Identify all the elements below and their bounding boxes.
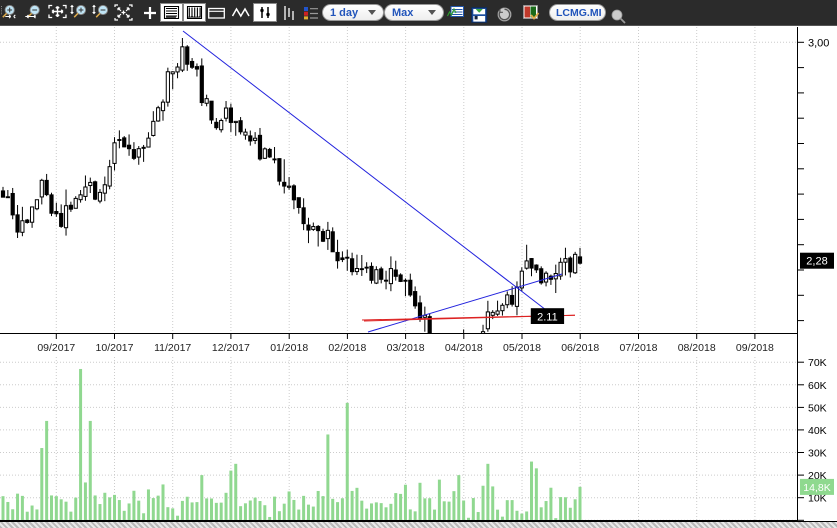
svg-text:08/2018: 08/2018 xyxy=(678,342,716,354)
svg-text:14,8K: 14,8K xyxy=(803,482,830,494)
svg-text:02/2018: 02/2018 xyxy=(328,342,366,354)
svg-text:05/2018: 05/2018 xyxy=(503,342,541,354)
svg-text:09/2017: 09/2017 xyxy=(37,342,75,354)
svg-text:03/2018: 03/2018 xyxy=(387,342,425,354)
svg-text:2.11: 2.11 xyxy=(537,312,558,324)
svg-text:11/2017: 11/2017 xyxy=(154,342,191,354)
svg-text:2,28: 2,28 xyxy=(806,256,827,268)
svg-text:06/2018: 06/2018 xyxy=(561,342,599,354)
svg-text:07/2018: 07/2018 xyxy=(620,342,658,354)
svg-text:40K: 40K xyxy=(808,425,827,437)
svg-text:50K: 50K xyxy=(808,402,827,414)
svg-text:12/2017: 12/2017 xyxy=(212,342,250,354)
svg-text:09/2018: 09/2018 xyxy=(736,342,774,354)
svg-text:04/2018: 04/2018 xyxy=(445,342,483,354)
svg-text:30K: 30K xyxy=(808,448,827,460)
svg-text:10/2017: 10/2017 xyxy=(96,342,134,354)
svg-text:60K: 60K xyxy=(808,380,827,392)
svg-text:70K: 70K xyxy=(808,357,827,369)
svg-text:01/2018: 01/2018 xyxy=(270,342,308,354)
svg-text:3,00: 3,00 xyxy=(808,37,829,49)
